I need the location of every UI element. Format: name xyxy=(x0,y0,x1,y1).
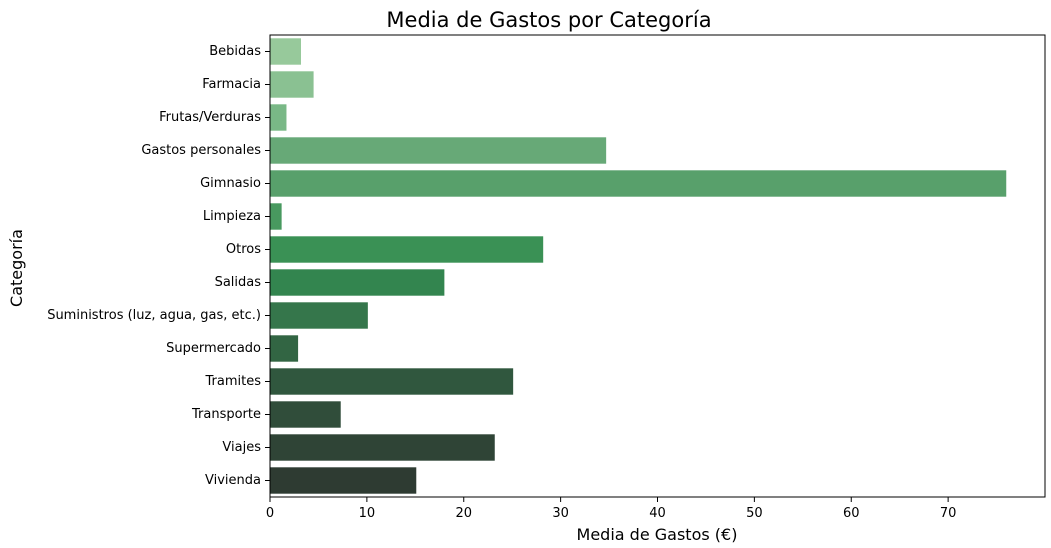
bar-transporte xyxy=(270,401,341,428)
x-axis-title: Media de Gastos (€) xyxy=(577,525,738,544)
x-tick-label-30: 30 xyxy=(552,506,569,521)
x-tick-label-0: 0 xyxy=(266,506,274,521)
y-tick-label-tramites: Tramites xyxy=(205,374,262,389)
x-axis-ticks: 0 10 20 30 40 50 60 70 xyxy=(266,497,957,521)
y-axis-title: Categoría xyxy=(7,229,26,307)
y-tick-label-farmacia: Farmacia xyxy=(202,77,261,92)
y-tick-label-gastos-personales: Gastos personales xyxy=(141,143,261,158)
bar-supermercado xyxy=(270,335,299,362)
x-tick-label-10: 10 xyxy=(359,506,376,521)
y-axis-ticks: Bebidas Farmacia Frutas/Verduras Gastos per… xyxy=(47,44,270,488)
bar-tramites xyxy=(270,368,514,395)
y-tick-label-suministros-luz-agua-gas-etc: Suministros (luz, agua, gas, etc.) xyxy=(47,308,261,323)
y-tick-label-limpieza: Limpieza xyxy=(203,209,261,224)
x-tick-label-40: 40 xyxy=(649,506,666,521)
bar-frutas-verduras xyxy=(270,104,287,131)
bar-otros xyxy=(270,236,544,263)
y-tick-label-gimnasio: Gimnasio xyxy=(200,176,261,191)
x-tick-label-70: 70 xyxy=(940,506,957,521)
chart-title: Media de Gastos por Categoría xyxy=(386,8,711,32)
y-tick-label-transporte: Transporte xyxy=(191,407,261,422)
bar-gastos-personales xyxy=(270,137,607,164)
bar-vivienda xyxy=(270,467,417,494)
x-tick-label-60: 60 xyxy=(843,506,860,521)
bar-viajes xyxy=(270,434,495,461)
bar-salidas xyxy=(270,269,445,296)
bar-gimnasio xyxy=(270,170,1007,197)
x-tick-label-50: 50 xyxy=(746,506,763,521)
x-tick-label-20: 20 xyxy=(455,506,472,521)
plot-frame xyxy=(269,34,1046,498)
bar-bebidas xyxy=(270,38,301,65)
y-tick-label-vivienda: Vivienda xyxy=(205,473,261,488)
y-tick-label-supermercado: Supermercado xyxy=(166,341,261,356)
y-tick-label-viajes: Viajes xyxy=(222,440,261,455)
y-tick-label-frutas-verduras: Frutas/Verduras xyxy=(159,110,261,125)
bar-suministros-luz-agua-gas-etc xyxy=(270,302,368,329)
y-tick-label-bebidas: Bebidas xyxy=(209,44,261,59)
bar-limpieza xyxy=(270,203,282,230)
bar-farmacia xyxy=(270,71,314,98)
y-tick-label-otros: Otros xyxy=(226,242,261,257)
y-tick-label-salidas: Salidas xyxy=(215,275,262,290)
bars-group xyxy=(270,38,1007,494)
